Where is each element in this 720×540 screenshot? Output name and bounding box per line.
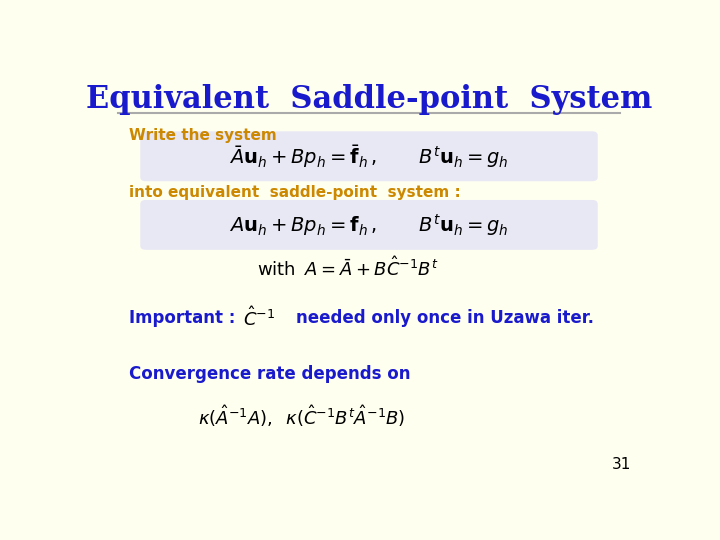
Text: $\mathrm{with}\;\; A = \bar{A} + B\hat{C}^{-1}B^t$: $\mathrm{with}\;\; A = \bar{A} + B\hat{C…: [258, 256, 439, 280]
Text: Convergence rate depends on: Convergence rate depends on: [129, 365, 410, 383]
Text: Important :: Important :: [129, 309, 241, 327]
Text: Write the system: Write the system: [129, 128, 276, 143]
Text: Equivalent  Saddle-point  System: Equivalent Saddle-point System: [86, 84, 652, 114]
FancyBboxPatch shape: [140, 200, 598, 250]
Text: needed only once in Uzawa iter.: needed only once in Uzawa iter.: [297, 309, 595, 327]
Text: $\bar{A}\mathbf{u}_h + Bp_h = \bar{\mathbf{f}}_h\,,\qquad B^t\mathbf{u}_h = g_h$: $\bar{A}\mathbf{u}_h + Bp_h = \bar{\math…: [229, 143, 509, 170]
FancyBboxPatch shape: [140, 131, 598, 181]
Text: $\kappa(\hat{A}^{-1}A),\;\; \kappa(\hat{C}^{-1}B^t\hat{A}^{-1}B)$: $\kappa(\hat{A}^{-1}A),\;\; \kappa(\hat{…: [199, 403, 405, 429]
Text: $\hat{C}^{-1}$: $\hat{C}^{-1}$: [243, 307, 276, 330]
Text: $A\mathbf{u}_h + Bp_h = \mathbf{f}_h\,,\qquad B^t\mathbf{u}_h = g_h$: $A\mathbf{u}_h + Bp_h = \mathbf{f}_h\,,\…: [229, 212, 509, 238]
Text: 31: 31: [612, 457, 631, 472]
Text: into equivalent  saddle-point  system :: into equivalent saddle-point system :: [129, 185, 461, 200]
